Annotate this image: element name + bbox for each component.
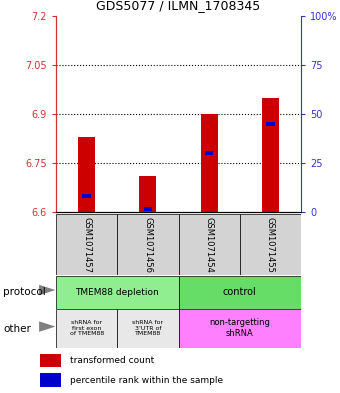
Text: shRNA for
3'UTR of
TMEM88: shRNA for 3'UTR of TMEM88 bbox=[132, 320, 164, 336]
Bar bbox=[178, 214, 240, 275]
Bar bbox=[56, 214, 117, 275]
Text: control: control bbox=[223, 287, 257, 298]
Title: GDS5077 / ILMN_1708345: GDS5077 / ILMN_1708345 bbox=[96, 0, 261, 12]
Text: GSM1071456: GSM1071456 bbox=[143, 217, 152, 273]
Text: GSM1071454: GSM1071454 bbox=[205, 217, 214, 273]
Text: shRNA for
first exon
of TMEM88: shRNA for first exon of TMEM88 bbox=[70, 320, 104, 336]
Polygon shape bbox=[39, 285, 55, 295]
Text: GSM1071455: GSM1071455 bbox=[266, 217, 275, 273]
Text: protocol: protocol bbox=[3, 287, 46, 298]
Bar bbox=[266, 122, 275, 126]
Bar bbox=[262, 97, 279, 212]
Bar bbox=[56, 276, 178, 309]
Text: percentile rank within the sample: percentile rank within the sample bbox=[70, 376, 223, 385]
Bar bbox=[143, 207, 152, 211]
Text: non-targetting
shRNA: non-targetting shRNA bbox=[209, 318, 270, 338]
Bar bbox=[139, 176, 156, 212]
Text: transformed count: transformed count bbox=[70, 356, 154, 365]
Bar bbox=[201, 114, 218, 212]
Text: TMEM88 depletion: TMEM88 depletion bbox=[75, 288, 159, 297]
Bar bbox=[82, 194, 91, 198]
Bar bbox=[205, 151, 214, 155]
Text: GSM1071457: GSM1071457 bbox=[82, 217, 91, 273]
Bar bbox=[40, 373, 61, 387]
Polygon shape bbox=[39, 321, 55, 332]
Text: other: other bbox=[3, 324, 31, 334]
Bar bbox=[240, 214, 301, 275]
Bar bbox=[40, 354, 61, 367]
Bar bbox=[178, 276, 301, 309]
Bar bbox=[178, 309, 301, 348]
Bar bbox=[117, 309, 178, 348]
Bar bbox=[56, 309, 117, 348]
Bar bbox=[78, 137, 95, 212]
Bar bbox=[117, 214, 178, 275]
